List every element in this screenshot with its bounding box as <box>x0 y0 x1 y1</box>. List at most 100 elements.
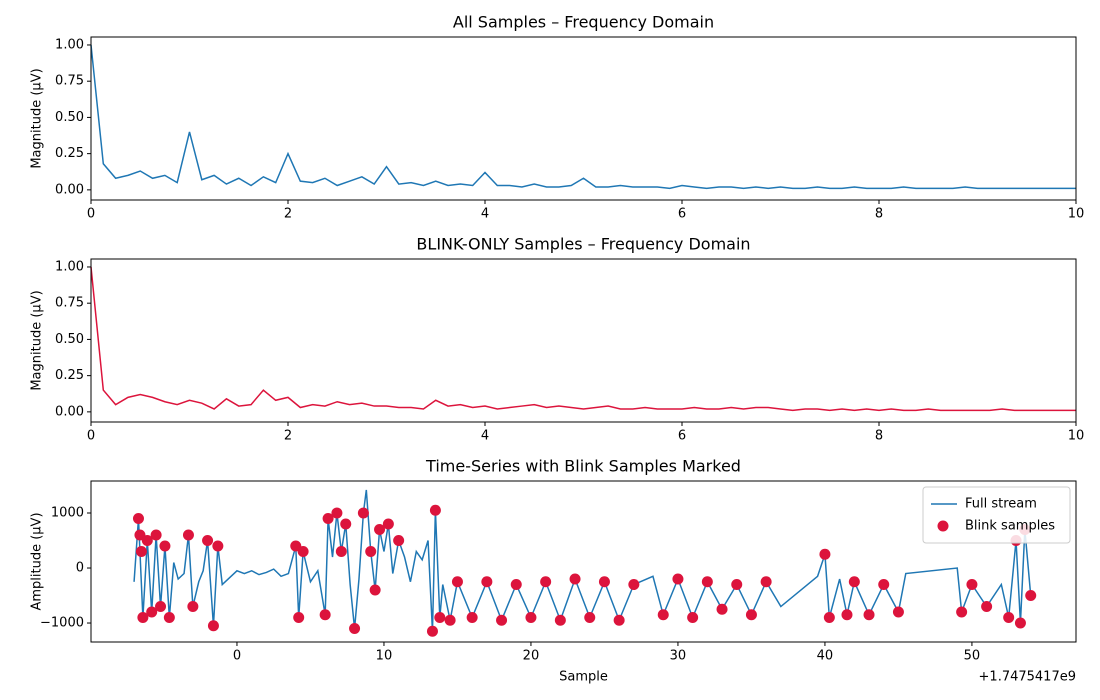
y-tick-label: 0.50 <box>55 332 84 347</box>
data-point <box>155 601 167 613</box>
y-tick-label: 0.75 <box>55 74 84 89</box>
data-line <box>90 44 1076 190</box>
data-point <box>322 513 334 525</box>
data-point <box>365 546 377 558</box>
x-tick-label: 2 <box>284 207 292 222</box>
data-point <box>1003 612 1015 624</box>
y-tick-label: 1.00 <box>55 259 84 274</box>
data-point <box>212 540 224 552</box>
data-point <box>297 546 309 558</box>
data-point <box>745 609 757 621</box>
data-point <box>340 518 352 530</box>
data-point <box>182 529 194 541</box>
axes-frame <box>90 36 1077 201</box>
data-point <box>132 513 144 525</box>
axes-frame <box>90 480 1077 643</box>
legend-box <box>922 486 1071 544</box>
x-tick-label: 0 <box>87 429 95 444</box>
x-tick-label: 8 <box>875 207 883 222</box>
data-point <box>1025 590 1037 602</box>
data-line <box>90 266 1076 412</box>
data-point <box>150 529 162 541</box>
data-point <box>956 606 968 618</box>
data-point <box>187 601 199 613</box>
y-axis-label: Amplitude (µV) <box>30 512 45 610</box>
data-point <box>841 609 853 621</box>
legend-label: Full stream <box>965 497 1037 512</box>
x-offset-label: +1.7475417e9 <box>979 670 1076 685</box>
data-point <box>760 576 772 588</box>
data-point <box>159 540 171 552</box>
data-point <box>848 576 860 588</box>
data-point <box>481 576 493 588</box>
data-point <box>731 579 743 591</box>
data-point <box>163 612 175 624</box>
data-point <box>584 612 596 624</box>
data-point <box>554 614 566 626</box>
x-tick-label: 8 <box>875 429 883 444</box>
data-point <box>374 524 386 536</box>
x-tick-label: 30 <box>670 649 687 664</box>
data-point <box>444 614 456 626</box>
data-point <box>672 573 684 585</box>
y-axis-label: Magnitude (µV) <box>30 290 45 390</box>
x-tick-label: 2 <box>284 429 292 444</box>
data-point <box>135 546 147 558</box>
y-tick-label: 0.75 <box>55 296 84 311</box>
x-tick-label: 10 <box>1068 207 1085 222</box>
data-point <box>863 609 875 621</box>
data-point <box>319 609 331 621</box>
chart-title: Time-Series with Blink Samples Marked <box>425 457 741 476</box>
data-point <box>657 609 669 621</box>
data-point <box>466 612 478 624</box>
data-point <box>892 606 904 618</box>
data-point <box>434 612 446 624</box>
data-point <box>137 612 149 624</box>
chart-title: BLINK-ONLY Samples – Frequency Domain <box>416 235 750 254</box>
y-tick-label: 0.00 <box>55 182 84 197</box>
data-point <box>510 579 522 591</box>
y-tick-label: 0.00 <box>55 404 84 419</box>
data-point <box>823 612 835 624</box>
data-point <box>819 548 831 560</box>
y-axis-label: Magnitude (µV) <box>30 68 45 168</box>
data-point <box>598 576 610 588</box>
data-point <box>628 579 640 591</box>
x-tick-label: 0 <box>233 649 241 664</box>
y-tick-label: 0.25 <box>55 368 84 383</box>
legend-marker <box>937 520 949 532</box>
data-point <box>687 612 699 624</box>
data-line <box>133 489 1032 632</box>
legend-label: Blink samples <box>965 519 1055 534</box>
data-point <box>331 507 343 519</box>
y-tick-label: −1000 <box>40 616 84 631</box>
data-point <box>426 625 438 637</box>
x-tick-label: 50 <box>964 649 981 664</box>
y-tick-label: 0.25 <box>55 146 84 161</box>
data-point <box>146 606 158 618</box>
y-tick-label: 1000 <box>51 506 84 521</box>
data-point <box>429 504 441 516</box>
y-tick-label: 0 <box>76 561 84 576</box>
y-tick-label: 1.00 <box>55 37 84 52</box>
x-tick-label: 6 <box>678 207 686 222</box>
x-tick-label: 10 <box>1068 429 1085 444</box>
data-point <box>716 603 728 615</box>
data-point <box>382 518 394 530</box>
x-tick-label: 40 <box>817 649 834 664</box>
x-tick-label: 10 <box>376 649 393 664</box>
x-tick-label: 0 <box>87 207 95 222</box>
data-point <box>349 623 361 635</box>
data-point <box>701 576 713 588</box>
y-tick-label: 0.50 <box>55 110 84 125</box>
data-point <box>525 612 537 624</box>
data-point <box>335 546 347 558</box>
data-point <box>202 535 214 547</box>
x-tick-label: 4 <box>481 429 489 444</box>
data-point <box>141 535 153 547</box>
axes-frame <box>90 258 1077 423</box>
data-point <box>496 614 508 626</box>
data-point <box>293 612 305 624</box>
data-point <box>878 579 890 591</box>
